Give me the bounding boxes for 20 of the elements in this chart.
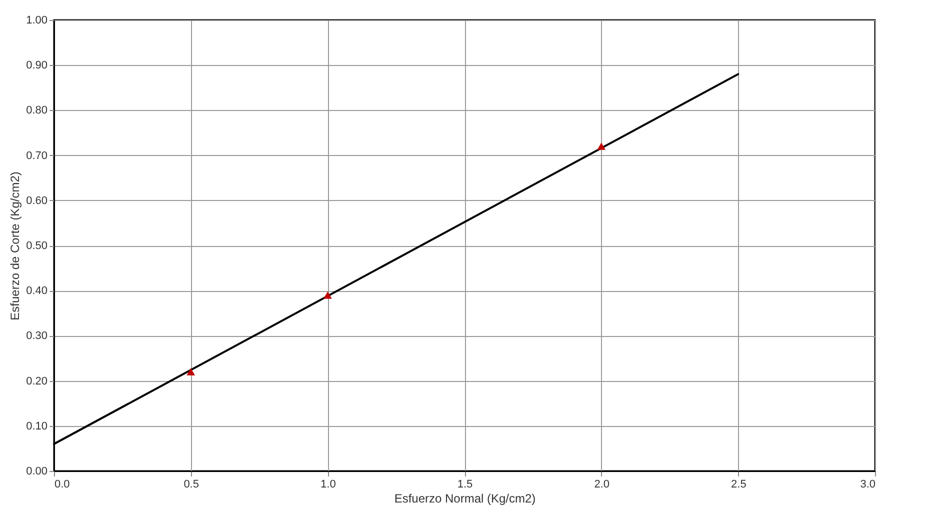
y-tick-label: 0.60 (26, 194, 48, 207)
x-tick-label: 0.0 (54, 478, 70, 490)
x-tick-label: 2.5 (731, 478, 746, 490)
y-tick-label: 0.50 (26, 240, 48, 252)
y-axis-title: Esfuerzo de Corte (Kg/cm2) (8, 172, 22, 320)
x-tick-label: 3.0 (860, 478, 876, 490)
x-tick-label: 0.5 (184, 478, 199, 490)
y-tick-label: 0.10 (26, 420, 48, 432)
y-tick-label: 0.90 (26, 60, 48, 72)
x-tick-label: 1.5 (457, 478, 473, 490)
y-tick-label: 0.20 (26, 375, 48, 388)
y-tick-label: 1.00 (26, 14, 48, 26)
x-axis-title: Esfuerzo Normal (Kg/cm2) (394, 492, 536, 506)
y-tick-label: 0.70 (26, 150, 48, 162)
y-tick-label: 0.00 (26, 466, 48, 478)
x-tick-label: 1.0 (320, 478, 336, 490)
y-tick-label: 0.30 (26, 330, 48, 342)
y-tick-label: 0.80 (26, 104, 48, 117)
y-tick-label: 0.40 (26, 285, 48, 298)
x-tick-label: 2.0 (594, 478, 610, 490)
